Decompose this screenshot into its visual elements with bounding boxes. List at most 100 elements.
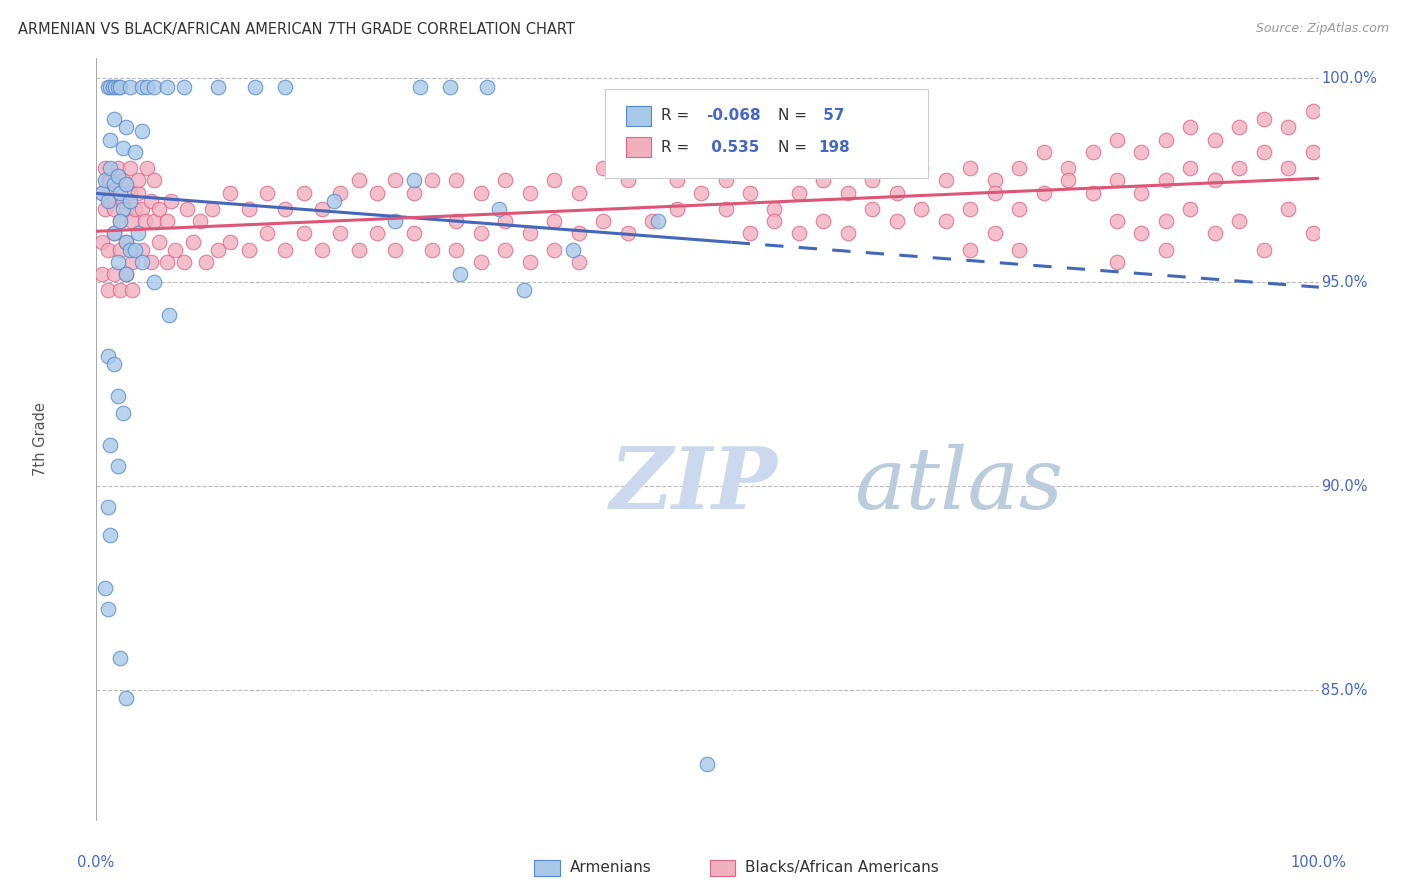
Point <box>115 202 138 216</box>
Point <box>1008 161 1031 175</box>
Point <box>97 349 120 363</box>
Point <box>127 173 149 187</box>
Point <box>1105 214 1128 228</box>
Point <box>131 202 153 216</box>
Point <box>148 202 170 216</box>
Point <box>1130 227 1153 241</box>
Point <box>1008 202 1031 216</box>
Text: Blacks/African Americans: Blacks/African Americans <box>745 860 939 874</box>
Point <box>384 243 406 257</box>
Point <box>1081 186 1104 200</box>
Point <box>311 243 333 257</box>
Point <box>519 186 541 200</box>
Point <box>103 112 125 127</box>
Text: -0.068: -0.068 <box>706 109 761 123</box>
Point <box>115 235 138 249</box>
Point <box>111 202 134 216</box>
Point <box>513 284 536 298</box>
Text: N =: N = <box>778 109 811 123</box>
Point <box>148 235 170 249</box>
Point <box>1032 145 1054 159</box>
Point <box>519 255 541 269</box>
Point <box>238 243 260 257</box>
Point <box>134 214 156 228</box>
Point <box>1277 202 1299 216</box>
Point <box>107 389 129 403</box>
Point <box>366 186 388 200</box>
Point <box>143 275 166 289</box>
Text: 198: 198 <box>818 140 851 154</box>
Point <box>90 186 112 200</box>
Point <box>115 120 138 135</box>
Point <box>108 214 131 228</box>
Point <box>449 267 471 281</box>
Point <box>837 227 859 241</box>
Point <box>543 214 565 228</box>
Point <box>1302 227 1324 241</box>
Point <box>111 141 134 155</box>
Point <box>121 255 143 269</box>
Point <box>97 601 120 615</box>
Point <box>665 173 688 187</box>
Point <box>121 284 143 298</box>
Point <box>1154 173 1177 187</box>
Point <box>1154 214 1177 228</box>
Point <box>143 214 166 228</box>
Point <box>1302 145 1324 159</box>
Point <box>107 161 129 175</box>
Point <box>470 255 492 269</box>
Point <box>665 202 688 216</box>
Point <box>1057 173 1080 187</box>
Point <box>446 173 468 187</box>
Point <box>131 124 153 138</box>
Point <box>1204 227 1226 241</box>
Point <box>256 186 278 200</box>
Point <box>311 202 333 216</box>
Point <box>115 178 138 192</box>
Point <box>470 186 492 200</box>
Point <box>1130 186 1153 200</box>
Point <box>111 406 134 420</box>
Point <box>837 186 859 200</box>
Point <box>543 173 565 187</box>
Point <box>616 227 638 241</box>
Point <box>1204 173 1226 187</box>
Point <box>160 194 183 208</box>
Point <box>329 186 352 200</box>
Point <box>108 186 131 200</box>
Point <box>98 194 121 208</box>
Point <box>1105 173 1128 187</box>
Point <box>935 214 957 228</box>
Point <box>1105 255 1128 269</box>
Point <box>910 161 932 175</box>
Point <box>97 194 120 208</box>
Point <box>143 173 166 187</box>
Point <box>219 186 242 200</box>
Text: 0.535: 0.535 <box>706 140 759 154</box>
Point <box>983 227 1005 241</box>
Point <box>1277 161 1299 175</box>
Text: 85.0%: 85.0% <box>1322 682 1368 698</box>
Point <box>98 132 121 146</box>
Point <box>107 186 129 200</box>
Point <box>98 438 121 452</box>
Text: 7th Grade: 7th Grade <box>34 402 48 476</box>
Point <box>690 186 713 200</box>
Point <box>118 243 141 257</box>
Point <box>165 243 187 257</box>
Point <box>136 161 159 175</box>
Point <box>860 202 883 216</box>
Point <box>115 267 138 281</box>
Point <box>98 79 121 94</box>
Point <box>983 186 1005 200</box>
Point <box>446 243 468 257</box>
Text: 0.0%: 0.0% <box>77 855 114 870</box>
Point <box>1130 145 1153 159</box>
Point <box>641 161 664 175</box>
Point <box>292 227 315 241</box>
Point <box>494 173 516 187</box>
Point <box>860 173 883 187</box>
Point <box>935 173 957 187</box>
Point <box>157 308 180 322</box>
Point <box>104 79 127 94</box>
